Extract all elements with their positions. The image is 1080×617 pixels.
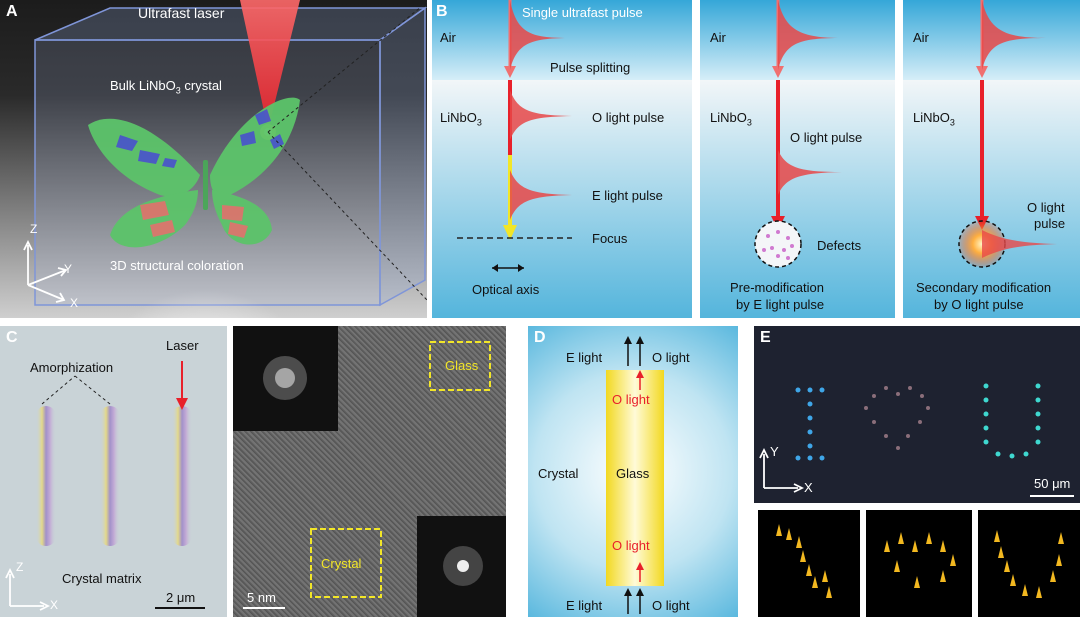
d-bottom-o: O light — [652, 598, 690, 613]
c-axis-x: X — [50, 598, 59, 612]
streak-3 — [172, 406, 192, 546]
crystal-side-face — [379, 6, 426, 307]
axis-y-label: Y — [64, 262, 73, 276]
panel-c-right: Glass Crystal 5 nm — [233, 326, 506, 617]
e-scale: 50 μm — [1034, 476, 1071, 491]
b1-optical-axis: Optical axis — [472, 282, 540, 297]
e-axis-x: X — [804, 480, 813, 495]
render-i-peaks — [776, 524, 832, 598]
c-crystal: Crystal — [321, 556, 362, 571]
d-top-o: O light — [652, 350, 690, 365]
pulse-e — [510, 170, 572, 220]
panel-b: B Single ultrafast pulse Air Pulse split… — [432, 0, 1080, 318]
panel-b-graphic — [432, 0, 1080, 318]
render-i — [758, 510, 860, 617]
d-crystal: Crystal — [538, 466, 579, 481]
panel-a-letter: A — [6, 3, 18, 20]
axes-c — [5, 567, 51, 611]
panel-b-letter: B — [436, 3, 448, 20]
b1-focus: Focus — [592, 231, 628, 246]
b2-caption-2: by E light pulse — [736, 297, 825, 312]
pulse-single — [510, 0, 572, 70]
letter-u-dots — [983, 383, 1041, 459]
crystal-label: Bulk LiNbO3 crystal — [110, 78, 222, 96]
render-u-peaks — [994, 530, 1064, 598]
render-heart-peaks — [884, 532, 956, 588]
panel-a-graphic — [23, 0, 427, 318]
c-matrix: Crystal matrix — [62, 571, 142, 586]
defects-dots — [762, 230, 794, 260]
b2-o-pulse: O light pulse — [790, 130, 863, 145]
laser-label: Ultrafast laser — [138, 5, 225, 21]
heart-dots — [864, 386, 930, 450]
streak-1 — [36, 406, 56, 546]
butterfly — [88, 97, 300, 248]
b3-air: Air — [913, 30, 929, 45]
panel-c-letter: C — [6, 329, 18, 346]
c-scale-right: 5 nm — [247, 590, 276, 605]
b2-air: Air — [710, 30, 726, 45]
c-amorphization: Amorphization — [30, 360, 114, 375]
panel-d: D E light O light O light Crystal Glass … — [528, 326, 738, 617]
b1-o-pulse: O light pulse — [592, 110, 665, 125]
panel-c-right-graphic — [233, 326, 506, 617]
d-top-e: E light — [566, 350, 603, 365]
b3-caption-2: by O light pulse — [934, 297, 1024, 312]
panel-e-letter: E — [760, 329, 771, 346]
defects-circle — [754, 220, 802, 268]
b2-caption-1: Pre-modification — [730, 280, 824, 295]
b3-o-pulse-1: O light — [1027, 200, 1065, 215]
panel-d-graphic — [606, 336, 664, 614]
letter-i-dots — [795, 387, 825, 461]
panel-e-graphic — [754, 326, 1080, 617]
e-top-image — [754, 326, 1080, 503]
panel-e: E Y X 50 μm — [754, 326, 1080, 617]
crystal-top-face — [34, 7, 427, 41]
b1-air: Air — [440, 30, 456, 45]
panel-c-left: C Amorphization Laser Crystal matrix 2 μ… — [0, 326, 227, 617]
axis-z-label: Z — [30, 222, 38, 236]
axis-x-label: X — [70, 296, 79, 310]
d-glass: Glass — [616, 466, 650, 481]
light-glow — [125, 248, 285, 318]
axes-a — [23, 239, 68, 303]
panel-a: A Ultrafast laser Bulk LiNbO3 crystal 3D… — [0, 0, 427, 318]
e-axis-y: Y — [770, 444, 779, 459]
laser-beam — [240, 0, 300, 130]
streak-2 — [100, 406, 120, 546]
b2-medium: LiNbO3 — [710, 110, 752, 128]
b3-medium: LiNbO3 — [913, 110, 955, 128]
b1-e-pulse: E light pulse — [592, 188, 663, 203]
coloration-label: 3D structural coloration — [110, 258, 244, 273]
pulse-o — [510, 90, 572, 140]
render-u — [978, 510, 1080, 617]
c-glass: Glass — [445, 358, 479, 373]
d-o-upper: O light — [612, 392, 650, 407]
b3-caption-1: Secondary modification — [916, 280, 1052, 295]
crystal-box — [310, 528, 382, 598]
c-axis-z: Z — [16, 560, 24, 574]
d-o-lower: O light — [612, 538, 650, 553]
panel-d-letter: D — [534, 329, 546, 346]
axes-e — [759, 447, 805, 493]
b1-medium: LiNbO3 — [440, 110, 482, 128]
b2-defects: Defects — [817, 238, 862, 253]
render-heart — [866, 510, 972, 617]
b1-title: Single ultrafast pulse — [522, 5, 643, 20]
glass-box — [429, 341, 491, 391]
panel-c-left-graphic — [5, 361, 205, 611]
b1-splitting: Pulse splitting — [550, 60, 631, 75]
c-laser: Laser — [166, 338, 199, 353]
glass-region — [606, 370, 664, 586]
b3-o-pulse-2: pulse — [1034, 216, 1066, 231]
d-bottom-e: E light — [566, 598, 603, 613]
c-scale-left: 2 μm — [166, 590, 196, 605]
